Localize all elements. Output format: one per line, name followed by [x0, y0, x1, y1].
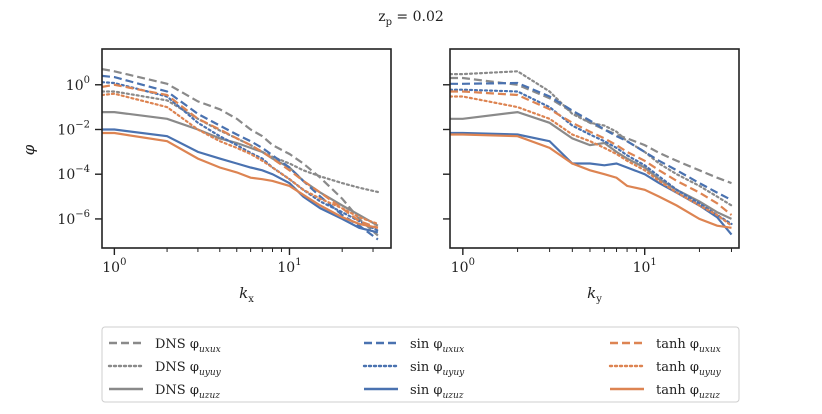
series-line [450, 90, 733, 216]
series-line [450, 133, 732, 229]
series-line [102, 81, 379, 232]
x-tick-label: 101 [277, 257, 301, 276]
x-axis-label: ky [587, 284, 602, 305]
y-tick-label: 10−4 [57, 164, 90, 183]
y-tick-label: 10−2 [57, 119, 90, 138]
x-axis-label: kx [239, 284, 254, 305]
series-line [102, 68, 379, 237]
panel-kx: 100 101 kx 100 10−2 10−4 10−6 [57, 48, 392, 305]
series-line [102, 83, 379, 229]
chart-title: zp = 0.02 [378, 9, 444, 28]
series-line [102, 128, 379, 234]
axes-frame [449, 48, 740, 249]
legend-box [101, 326, 740, 403]
series-line [102, 110, 379, 227]
x-tick-label: 101 [633, 257, 657, 276]
series-line [450, 76, 732, 185]
x-tick-label: 100 [451, 257, 475, 276]
series-line [450, 81, 733, 201]
y-axis-label: φ [20, 144, 38, 155]
panel-ky: 100 101 ky [443, 48, 740, 305]
series-line [450, 110, 732, 220]
y-tick-label: 100 [66, 75, 90, 94]
axes-frame [101, 48, 392, 249]
series-line [102, 131, 379, 229]
x-tick-label: 100 [102, 257, 126, 276]
series-line [450, 70, 733, 207]
series-line [450, 95, 733, 227]
series-line [102, 74, 379, 241]
series-line [102, 92, 379, 225]
series-line [450, 88, 733, 225]
series-line [450, 131, 733, 236]
y-tick-label: 10−6 [57, 209, 90, 228]
series-line [102, 90, 379, 194]
